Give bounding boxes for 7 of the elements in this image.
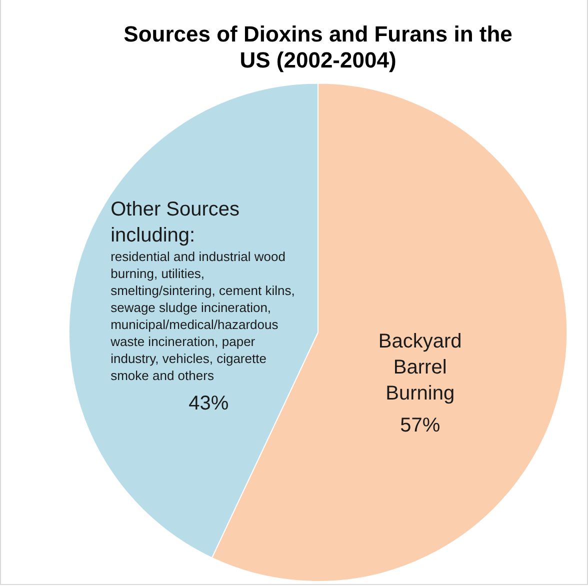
text: including: bbox=[110, 224, 196, 246]
slice-label: Backyard Barrel Burning bbox=[378, 330, 462, 405]
data-label: 57% bbox=[400, 414, 440, 437]
chart-title: Sources of Dioxins and Furans in the US (2002-2004) bbox=[124, 21, 512, 73]
data-label: 43% bbox=[188, 392, 229, 414]
slice-label: Other Sources bbox=[110, 198, 240, 220]
text: residential and industrial wood burning, utilities, smelting/sintering, cement kilns, sewage sludge incineration, municipal/medical/hazardous waste incineration, paper industry, vehicles, cigarette smoke and others bbox=[110, 249, 295, 384]
